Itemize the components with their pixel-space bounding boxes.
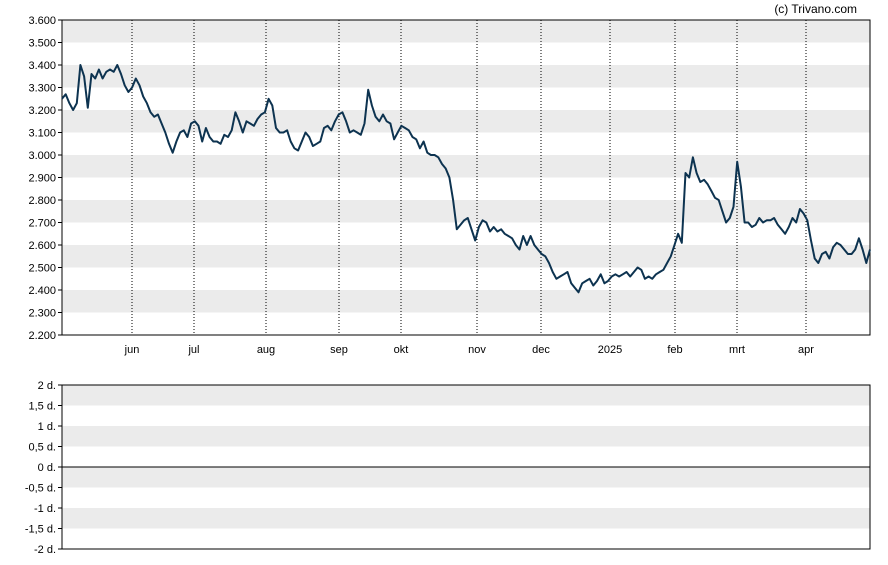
y-tick-label: -2 d. xyxy=(34,544,56,556)
lower-y-axis: 2 d. 1,5 d. 1 d. 0,5 d. 0 d. -0,5 d. -1 d. -1,5… xyxy=(25,380,62,556)
x-tick-label: jul xyxy=(187,344,199,356)
y-tick-label: -1 d. xyxy=(34,503,56,515)
grid-band xyxy=(62,110,870,133)
x-tick-label: feb xyxy=(667,344,682,356)
lower-grid-bands xyxy=(62,385,870,529)
y-tick-label: 3.300 xyxy=(28,83,56,95)
y-tick-label: 3.100 xyxy=(28,128,56,140)
y-tick-label: 3.000 xyxy=(28,150,56,162)
grid-band xyxy=(62,385,870,406)
price-grid-bands xyxy=(62,20,870,313)
x-tick-label: nov xyxy=(468,344,486,356)
y-tick-label: 2.600 xyxy=(28,240,56,252)
grid-band xyxy=(62,245,870,268)
x-tick-label: dec xyxy=(532,344,550,356)
price-x-axis: jun jul aug sep okt nov dec 2025 feb mrt apr xyxy=(124,344,815,356)
y-tick-label: 2.700 xyxy=(28,218,56,230)
y-tick-label: 3.400 xyxy=(28,60,56,72)
x-tick-label: aug xyxy=(257,344,275,356)
grid-band xyxy=(62,20,870,43)
copyright-text[interactable]: (c) Trivano.com xyxy=(774,2,857,16)
y-tick-label: 0 d. xyxy=(38,462,56,474)
x-tick-label: mrt xyxy=(729,344,745,356)
y-tick-label: -0,5 d. xyxy=(25,483,56,495)
y-tick-label: 2.900 xyxy=(28,173,56,185)
grid-band xyxy=(62,426,870,447)
grid-band xyxy=(62,200,870,223)
x-tick-label: 2025 xyxy=(598,344,622,356)
y-tick-label: 2.800 xyxy=(28,195,56,207)
y-tick-label: 3.200 xyxy=(28,105,56,117)
y-tick-label: 3.600 xyxy=(28,15,56,27)
price-y-axis: 2.200 2.300 2.400 2.500 2.600 2.700 2.800 2.900… xyxy=(28,15,62,342)
y-tick-label: 2.400 xyxy=(28,285,56,297)
x-tick-label: sep xyxy=(330,344,348,356)
grid-band xyxy=(62,290,870,313)
y-tick-label: 2 d. xyxy=(38,380,56,392)
x-tick-label: okt xyxy=(394,344,409,356)
y-tick-label: 2.500 xyxy=(28,263,56,275)
grid-band xyxy=(62,467,870,488)
grid-band xyxy=(62,155,870,178)
y-tick-label: -1,5 d. xyxy=(25,524,56,536)
y-tick-label: 2.200 xyxy=(28,330,56,342)
y-tick-label: 0,5 d. xyxy=(28,442,56,454)
y-tick-label: 1,5 d. xyxy=(28,401,56,413)
grid-band xyxy=(62,65,870,88)
grid-band xyxy=(62,508,870,529)
x-tick-label: jun xyxy=(124,344,140,356)
y-tick-label: 2.300 xyxy=(28,308,56,320)
x-tick-label: apr xyxy=(798,344,814,356)
price-series-line xyxy=(61,64,871,294)
y-tick-label: 1 d. xyxy=(38,421,56,433)
y-tick-label: 3.500 xyxy=(28,38,56,50)
